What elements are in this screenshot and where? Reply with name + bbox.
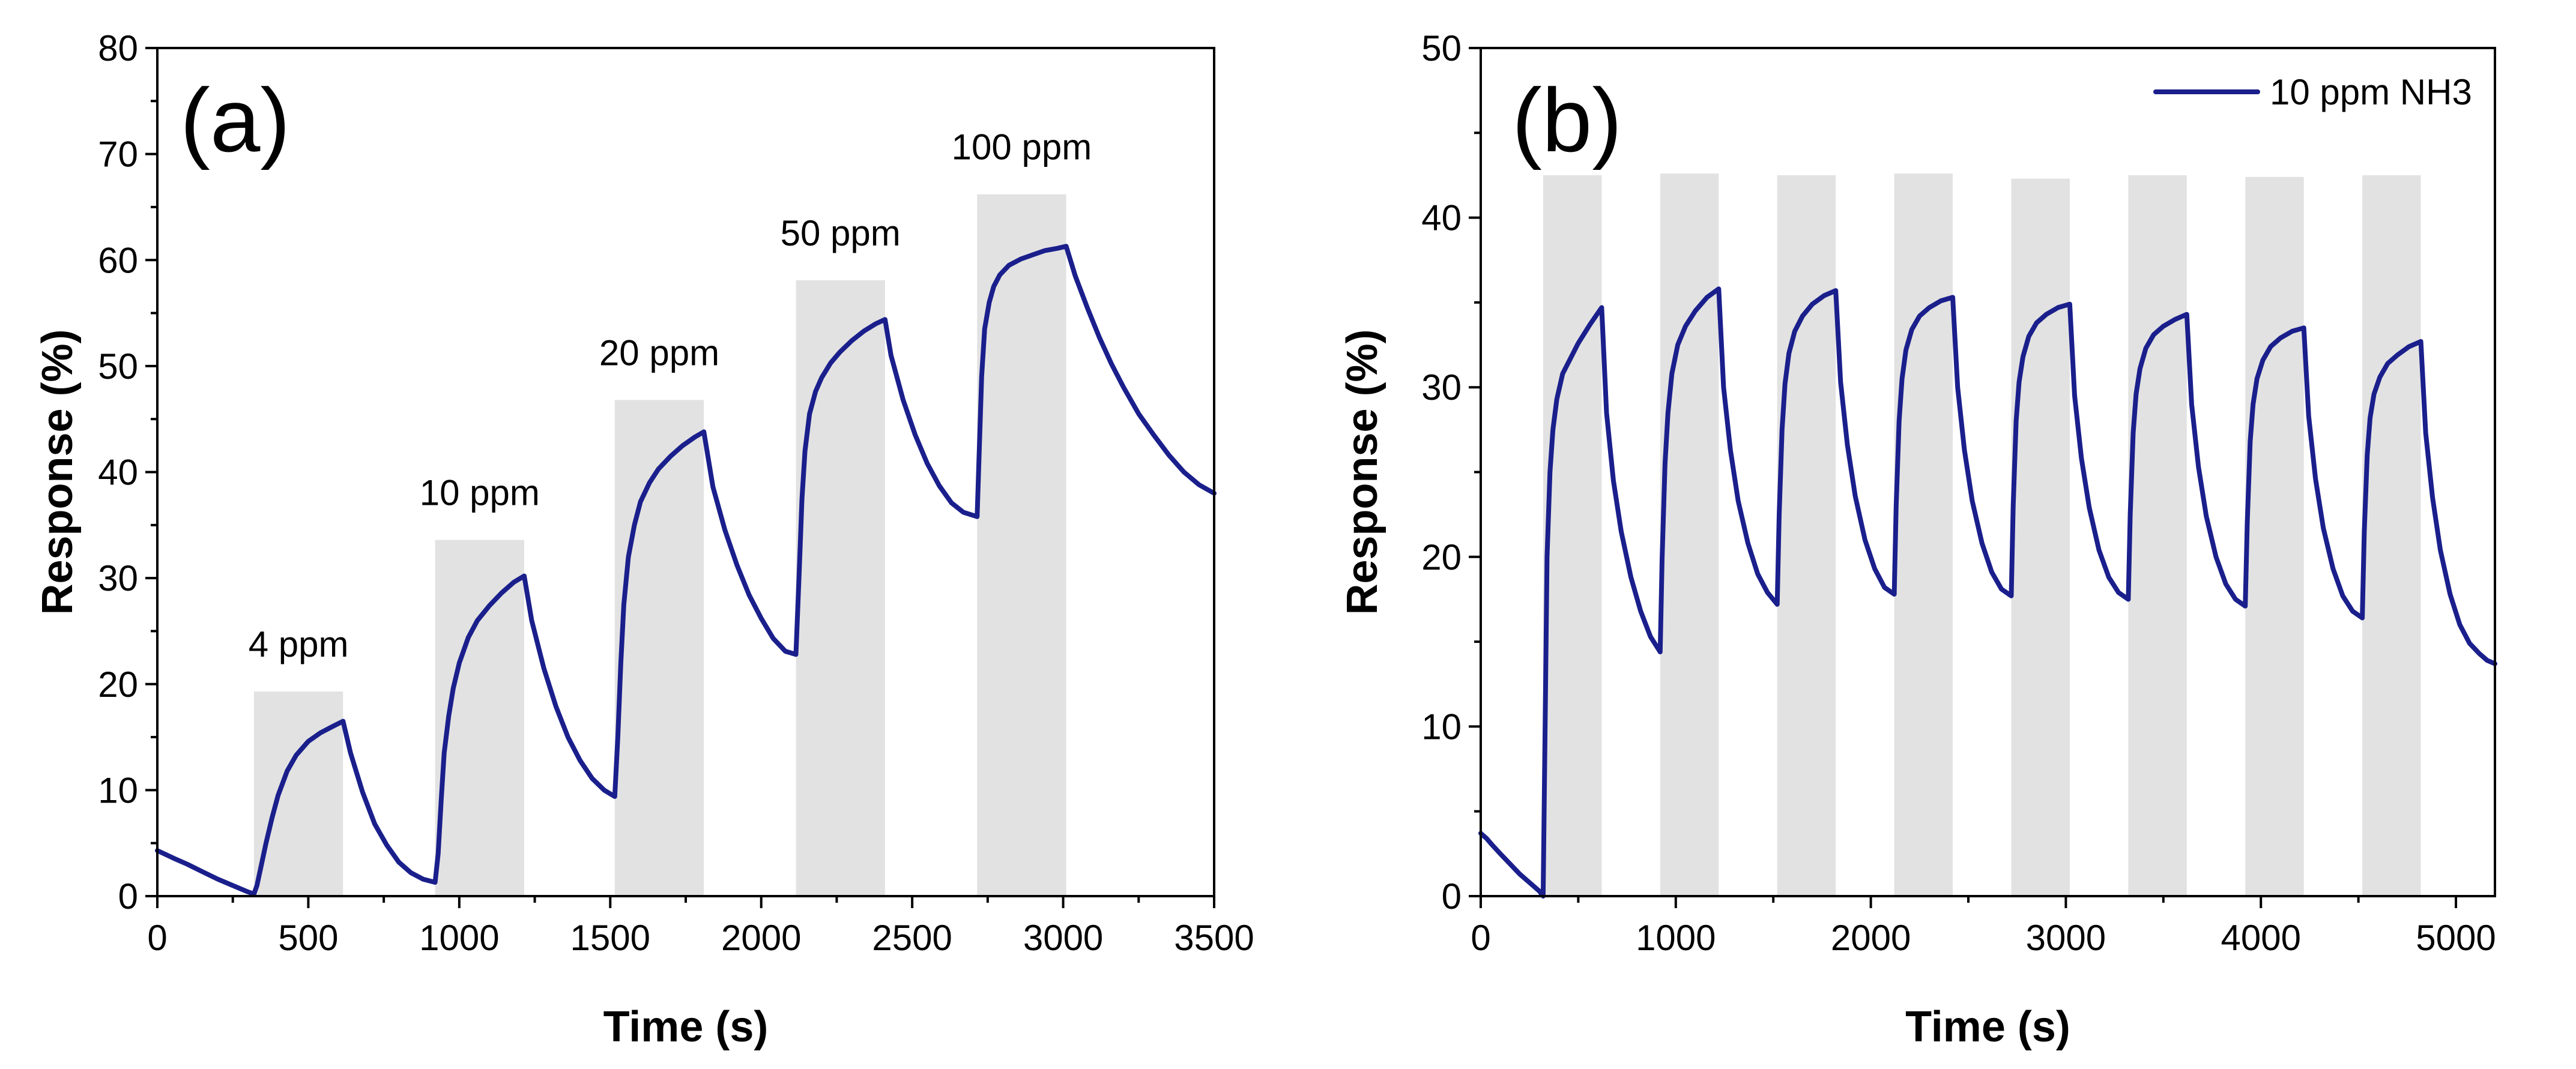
panel-a-response-vs-concentration: 0 500 1000 1500 2000 2500 3000 3500 0 10 20 30 40 50 6…: [34, 28, 1254, 1051]
x-tick-label-5000: 5000: [2416, 918, 2496, 958]
y-axis-title: Response (%): [34, 329, 82, 615]
exposure-band-1: [1543, 175, 1602, 897]
concentration-label-5: 100 ppm: [952, 127, 1092, 167]
plot-frame: [1480, 47, 2496, 897]
y-tick-label-50: 50: [1421, 28, 1462, 68]
exposure-band-3: [1777, 175, 1836, 897]
x-tick-label-3000: 3000: [2026, 918, 2106, 958]
exposure-band-3: [614, 400, 704, 896]
x-tick-label-2000: 2000: [721, 918, 801, 958]
x-tick-label-2000: 2000: [1831, 918, 1911, 958]
concentration-label-3: 20 ppm: [599, 333, 719, 373]
y-tick-label-20: 20: [98, 664, 138, 705]
y-tick-label-30: 30: [1421, 367, 1462, 408]
response-curve-line: [1478, 286, 2497, 899]
x-tick-label-2500: 2500: [872, 918, 952, 958]
exposure-band-2: [1660, 173, 1719, 896]
response-curve-line: [155, 244, 1217, 897]
x-tick-label-1000: 1000: [1636, 918, 1716, 958]
y-axis-title: Response (%): [1338, 329, 1386, 615]
concentration-label-2: 10 ppm: [420, 473, 540, 513]
x-tick-label-1000: 1000: [419, 918, 499, 958]
panel-label-a: (a): [180, 70, 290, 170]
exposure-band-7: [2245, 176, 2304, 896]
y-tick-label-80: 80: [98, 28, 138, 68]
y-tick-label-60: 60: [98, 240, 138, 280]
y-tick-label-20: 20: [1421, 537, 1462, 577]
exposure-band-8: [2362, 175, 2421, 897]
exposure-bands: [1543, 173, 2421, 897]
x-tick-label-0: 0: [1471, 918, 1490, 958]
panel-label-b: (b): [1512, 70, 1622, 170]
legend-label: 10 ppm NH3: [2270, 72, 2472, 112]
concentration-label-1: 4 ppm: [249, 624, 349, 664]
exposure-bands: [253, 194, 1066, 897]
x-axis-title: Time (s): [1905, 1003, 2070, 1051]
x-axis-title: Time (s): [603, 1003, 769, 1051]
exposure-band-4: [796, 280, 885, 897]
concentration-labels: 4 ppm 10 ppm 20 ppm 50 ppm 100 ppm: [249, 127, 1092, 664]
concentration-label-4: 50 ppm: [781, 213, 901, 253]
axis-ticks: 0 1000 2000 3000 4000 5000 0 10 20 30 40 50: [1421, 28, 2496, 958]
y-tick-label-30: 30: [98, 558, 138, 598]
y-tick-label-0: 0: [118, 876, 138, 917]
y-tick-label-40: 40: [98, 453, 138, 493]
y-tick-label-70: 70: [98, 134, 138, 175]
x-tick-label-4000: 4000: [2221, 918, 2300, 958]
exposure-band-4: [1894, 173, 1953, 896]
axis-ticks: 0 500 1000 1500 2000 2500 3000 3500 0 10 20 30 40 50 6…: [98, 28, 1254, 958]
y-tick-label-10: 10: [98, 770, 138, 810]
x-tick-label-1500: 1500: [570, 918, 650, 958]
legend: 10 ppm NH3: [2153, 72, 2472, 112]
y-tick-label-0: 0: [1442, 876, 1462, 917]
y-tick-label-50: 50: [98, 346, 138, 387]
x-tick-label-3000: 3000: [1023, 918, 1103, 958]
x-tick-label-3500: 3500: [1174, 918, 1254, 958]
x-tick-label-0: 0: [147, 918, 167, 958]
y-tick-label-10: 10: [1421, 706, 1462, 747]
exposure-band-1: [253, 691, 343, 896]
exposure-band-5: [2011, 178, 2070, 896]
panel-b-repeatability: 0 1000 2000 3000 4000 5000 0 10 20 30 40 50 (b) Tim…: [1338, 28, 2497, 1051]
y-tick-label-40: 40: [1421, 198, 1462, 238]
exposure-band-5: [977, 194, 1066, 897]
x-tick-label-500: 500: [278, 918, 338, 958]
exposure-band-6: [2128, 175, 2187, 897]
